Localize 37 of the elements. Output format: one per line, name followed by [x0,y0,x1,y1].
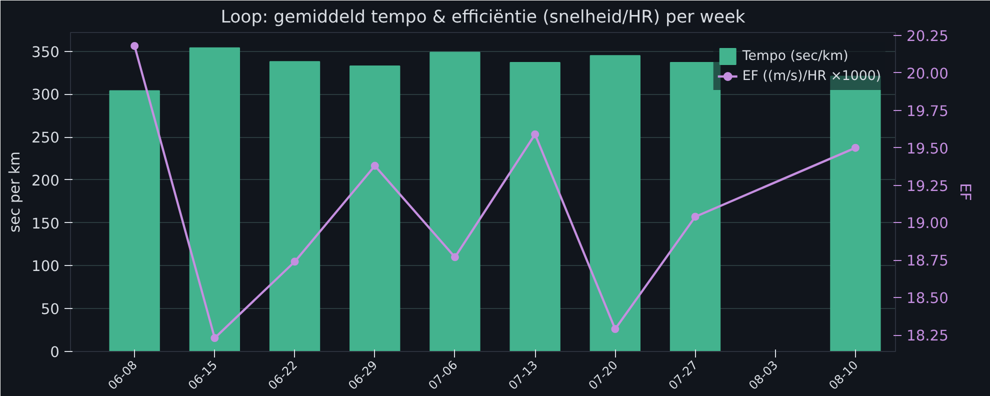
y2-tick-label: 20.00 [906,65,948,82]
y2-tick-label: 18.75 [906,252,948,270]
point [450,253,459,262]
y-tick-label: 350 [32,44,60,61]
bar [269,61,320,352]
y2-tick-label: 19.00 [906,215,948,232]
y-tick-label: 0 [50,344,60,361]
legend-label: Tempo (sec/km) [742,48,848,64]
y-tick-label: 100 [32,258,60,276]
y2-axis-title: EF [956,183,974,201]
y2-tick-label: 19.25 [906,178,948,195]
bar [590,55,640,352]
y-axis-title: sec per km [6,151,24,233]
legend-label: EF ((m/s)/HR ×1000) [742,68,881,84]
point [210,334,219,342]
chart-title: Loop: gemiddeld tempo & efficiëntie (snelheid/HR) per week [220,8,746,28]
point [290,258,299,266]
y-tick-label: 300 [32,86,60,104]
bar [350,65,400,352]
point [531,130,540,138]
y2-tick-label: 18.25 [906,328,948,345]
y-tick-label: 50 [40,301,60,318]
point [691,212,700,221]
point [370,162,379,170]
bar [510,62,560,352]
y2-tick-label: 20.25 [906,28,948,45]
bar [189,47,240,352]
point [130,42,139,50]
y2-tick-label: 19.50 [906,140,948,158]
point [611,325,620,334]
bar [109,90,160,352]
y2-tick-label: 19.75 [906,102,948,120]
bar [430,52,480,352]
y-tick-label: 200 [32,172,60,190]
y-tick-label: 250 [32,130,60,147]
y2-tick-label: 18.50 [906,290,948,308]
y-tick-label: 150 [32,215,60,232]
